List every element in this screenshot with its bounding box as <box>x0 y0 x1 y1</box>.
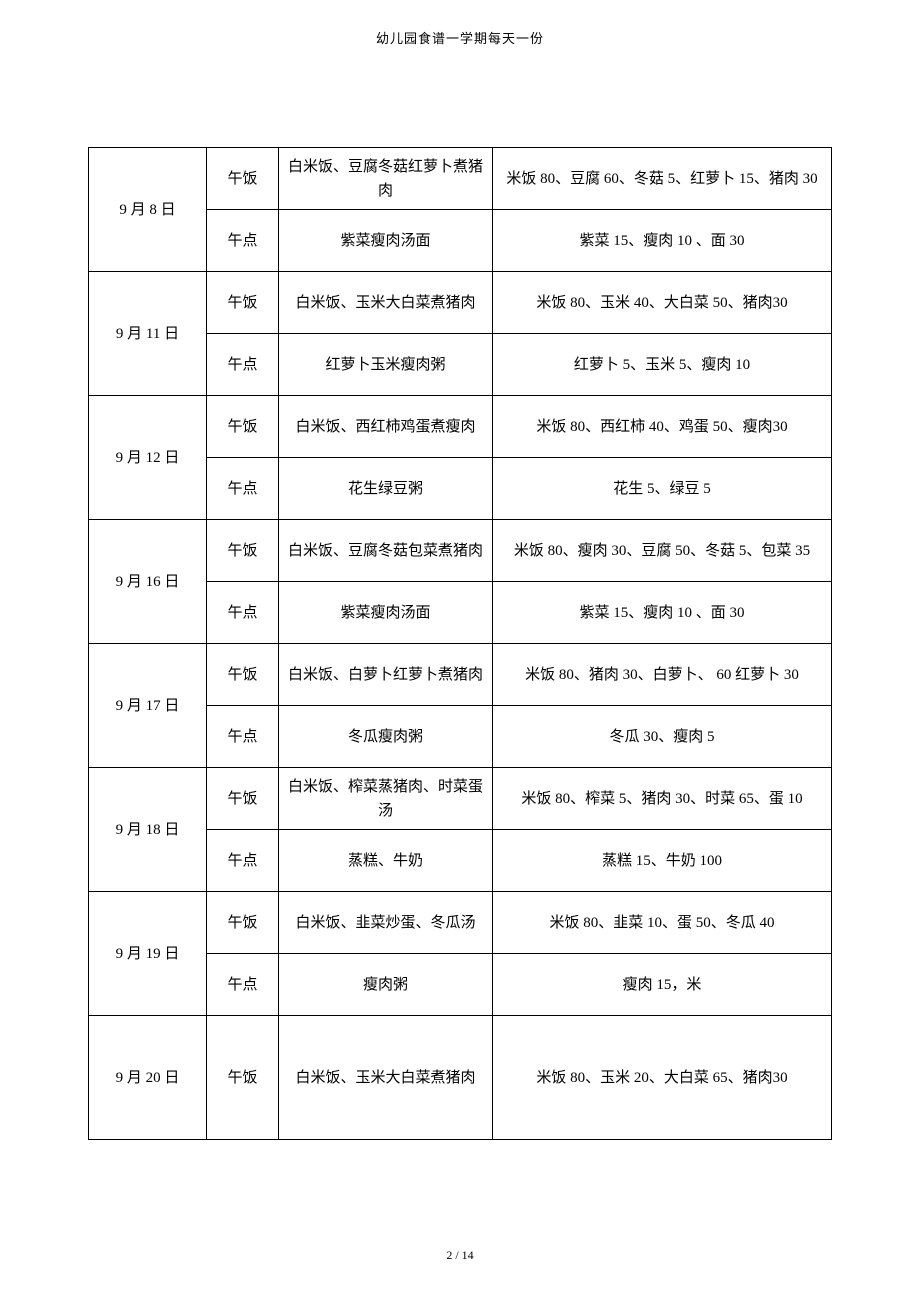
meal-cell: 午饭 <box>207 892 279 954</box>
quantity-cell: 米饭 80、玉米 20、大白菜 65、猪肉30 <box>493 1016 832 1140</box>
quantity-cell: 米饭 80、瘦肉 30、豆腐 50、冬菇 5、包菜 35 <box>493 520 832 582</box>
page-footer: 2 / 14 <box>0 1248 920 1263</box>
dish-cell: 紫菜瘦肉汤面 <box>279 210 493 272</box>
table-row: 9 月 17 日午饭白米饭、白萝卜红萝卜煮猪肉米饭 80、猪肉 30、白萝卜、 … <box>89 644 832 706</box>
quantity-cell: 米饭 80、豆腐 60、冬菇 5、红萝卜 15、猪肉 30 <box>493 148 832 210</box>
dish-cell: 蒸糕、牛奶 <box>279 830 493 892</box>
table-row: 9 月 20 日午饭白米饭、玉米大白菜煮猪肉米饭 80、玉米 20、大白菜 65… <box>89 1016 832 1140</box>
page-header-title: 幼儿园食谱一学期每天一份 <box>0 0 920 47</box>
date-cell: 9 月 17 日 <box>89 644 207 768</box>
content-area: 9 月 8 日午饭白米饭、豆腐冬菇红萝卜煮猪肉米饭 80、豆腐 60、冬菇 5、… <box>0 47 920 1140</box>
quantity-cell: 蒸糕 15、牛奶 100 <box>493 830 832 892</box>
quantity-cell: 冬瓜 30、瘦肉 5 <box>493 706 832 768</box>
table-row: 9 月 16 日午饭白米饭、豆腐冬菇包菜煮猪肉米饭 80、瘦肉 30、豆腐 50… <box>89 520 832 582</box>
table-row: 9 月 12 日午饭白米饭、西红柿鸡蛋煮瘦肉米饭 80、西红柿 40、鸡蛋 50… <box>89 396 832 458</box>
quantity-cell: 紫菜 15、瘦肉 10 、面 30 <box>493 210 832 272</box>
date-cell: 9 月 12 日 <box>89 396 207 520</box>
quantity-cell: 红萝卜 5、玉米 5、瘦肉 10 <box>493 334 832 396</box>
quantity-cell: 花生 5、绿豆 5 <box>493 458 832 520</box>
dish-cell: 白米饭、豆腐冬菇红萝卜煮猪肉 <box>279 148 493 210</box>
date-cell: 9 月 8 日 <box>89 148 207 272</box>
date-cell: 9 月 11 日 <box>89 272 207 396</box>
meal-cell: 午饭 <box>207 148 279 210</box>
meal-cell: 午饭 <box>207 520 279 582</box>
meal-cell: 午点 <box>207 830 279 892</box>
date-cell: 9 月 19 日 <box>89 892 207 1016</box>
date-cell: 9 月 16 日 <box>89 520 207 644</box>
dish-cell: 瘦肉粥 <box>279 954 493 1016</box>
meal-cell: 午点 <box>207 334 279 396</box>
quantity-cell: 紫菜 15、瘦肉 10 、面 30 <box>493 582 832 644</box>
dish-cell: 白米饭、榨菜蒸猪肉、时菜蛋汤 <box>279 768 493 830</box>
dish-cell: 白米饭、西红柿鸡蛋煮瘦肉 <box>279 396 493 458</box>
dish-cell: 花生绿豆粥 <box>279 458 493 520</box>
dish-cell: 红萝卜玉米瘦肉粥 <box>279 334 493 396</box>
dish-cell: 白米饭、豆腐冬菇包菜煮猪肉 <box>279 520 493 582</box>
quantity-cell: 米饭 80、西红柿 40、鸡蛋 50、瘦肉30 <box>493 396 832 458</box>
meal-cell: 午点 <box>207 706 279 768</box>
meal-cell: 午饭 <box>207 768 279 830</box>
dish-cell: 白米饭、韭菜炒蛋、冬瓜汤 <box>279 892 493 954</box>
menu-table: 9 月 8 日午饭白米饭、豆腐冬菇红萝卜煮猪肉米饭 80、豆腐 60、冬菇 5、… <box>88 147 832 1140</box>
meal-cell: 午饭 <box>207 1016 279 1140</box>
meal-cell: 午点 <box>207 954 279 1016</box>
quantity-cell: 米饭 80、猪肉 30、白萝卜、 60 红萝卜 30 <box>493 644 832 706</box>
dish-cell: 白米饭、玉米大白菜煮猪肉 <box>279 272 493 334</box>
quantity-cell: 米饭 80、玉米 40、大白菜 50、猪肉30 <box>493 272 832 334</box>
meal-cell: 午点 <box>207 458 279 520</box>
meal-cell: 午饭 <box>207 644 279 706</box>
meal-cell: 午饭 <box>207 272 279 334</box>
quantity-cell: 米饭 80、韭菜 10、蛋 50、冬瓜 40 <box>493 892 832 954</box>
meal-cell: 午点 <box>207 210 279 272</box>
quantity-cell: 米饭 80、榨菜 5、猪肉 30、时菜 65、蛋 10 <box>493 768 832 830</box>
dish-cell: 冬瓜瘦肉粥 <box>279 706 493 768</box>
dish-cell: 紫菜瘦肉汤面 <box>279 582 493 644</box>
dish-cell: 白米饭、白萝卜红萝卜煮猪肉 <box>279 644 493 706</box>
date-cell: 9 月 20 日 <box>89 1016 207 1140</box>
table-row: 9 月 19 日午饭白米饭、韭菜炒蛋、冬瓜汤米饭 80、韭菜 10、蛋 50、冬… <box>89 892 832 954</box>
table-row: 9 月 18 日午饭白米饭、榨菜蒸猪肉、时菜蛋汤米饭 80、榨菜 5、猪肉 30… <box>89 768 832 830</box>
table-row: 9 月 8 日午饭白米饭、豆腐冬菇红萝卜煮猪肉米饭 80、豆腐 60、冬菇 5、… <box>89 148 832 210</box>
date-cell: 9 月 18 日 <box>89 768 207 892</box>
quantity-cell: 瘦肉 15，米 <box>493 954 832 1016</box>
meal-cell: 午饭 <box>207 396 279 458</box>
table-row: 9 月 11 日午饭白米饭、玉米大白菜煮猪肉米饭 80、玉米 40、大白菜 50… <box>89 272 832 334</box>
meal-cell: 午点 <box>207 582 279 644</box>
dish-cell: 白米饭、玉米大白菜煮猪肉 <box>279 1016 493 1140</box>
